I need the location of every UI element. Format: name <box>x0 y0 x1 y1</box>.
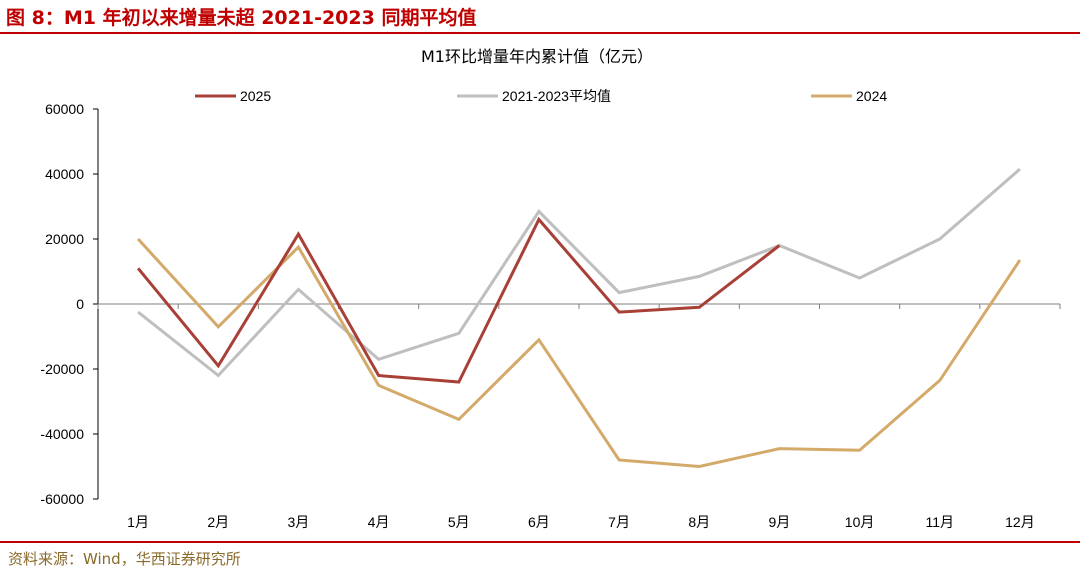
x-tick-label: 1月 <box>127 514 149 530</box>
y-axis: 60000 40000 20000 0 -20000 -40000 -60000 <box>40 101 99 507</box>
x-tick-label: 7月 <box>608 514 630 530</box>
x-tick-label: 8月 <box>688 514 710 530</box>
legend: 2025 2021-2023平均值 2024 <box>195 88 887 104</box>
x-tick-label: 10月 <box>845 514 875 530</box>
x-tick-label: 4月 <box>368 514 390 530</box>
series-line-2025 <box>136 216 781 384</box>
y-tick-label: 20000 <box>45 231 84 247</box>
y-tick-label: 40000 <box>45 166 84 182</box>
chart-title: M1环比增量年内累计值（亿元） <box>421 47 653 66</box>
x-tick-label: 6月 <box>528 514 550 530</box>
legend-label-2024: 2024 <box>856 88 887 104</box>
x-tick-label: 3月 <box>288 514 310 530</box>
bottom-rule <box>0 541 1080 543</box>
y-tick-label: 60000 <box>45 101 84 117</box>
x-tick-label: 2月 <box>207 514 229 530</box>
legend-item-avg: 2021-2023平均值 <box>457 88 611 104</box>
y-tick-label: -20000 <box>40 361 84 377</box>
series-line-2024 <box>136 237 1022 469</box>
y-tick-label: -40000 <box>40 426 84 442</box>
top-rule <box>0 32 1080 34</box>
series-line-avg <box>137 167 1021 378</box>
legend-label-avg: 2021-2023平均值 <box>502 88 611 104</box>
series-layer <box>136 167 1022 469</box>
source-note: 资料来源：Wind，华西证券研究所 <box>8 550 241 568</box>
x-tick-label: 5月 <box>448 514 470 530</box>
y-tick-label: 0 <box>76 296 84 312</box>
x-tick-label: 12月 <box>1005 514 1035 530</box>
legend-item-2024: 2024 <box>811 88 887 104</box>
x-tick-label: 9月 <box>769 514 791 530</box>
legend-item-2025: 2025 <box>195 88 271 104</box>
x-tick-label: 11月 <box>925 514 954 530</box>
figure-title: 图 8：M1 年初以来增量未超 2021-2023 同期平均值 <box>6 7 477 29</box>
chart: M1环比增量年内累计值（亿元） 2025 2021-2023平均值 2024 6… <box>40 47 1061 530</box>
y-tick-label: -60000 <box>40 491 84 507</box>
x-axis: 1月 2月 3月 4月 5月 6月 7月 8月 9月 10月 11月 12月 <box>97 303 1061 530</box>
legend-label-2025: 2025 <box>240 88 271 104</box>
